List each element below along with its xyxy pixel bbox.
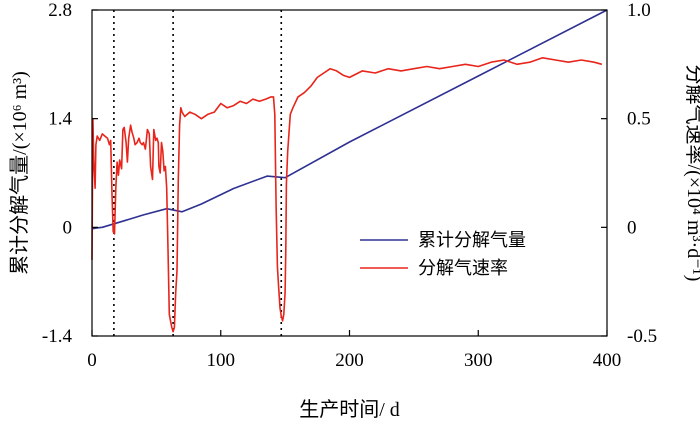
y-right-tick-label: 0.5 — [627, 109, 651, 130]
x-tick-label: 300 — [464, 350, 493, 371]
x-tick-label: 0 — [87, 350, 97, 371]
y-left-tick-label: -1.4 — [42, 326, 73, 347]
y-left-tick-label: 1.4 — [48, 109, 72, 130]
axis-titles: 生产时间/ d 累计分解气量/(×10⁶ m³) 分解气速率/(×10⁴ m³·d⁻… — [8, 65, 700, 421]
gas-rate-line — [91, 56, 603, 333]
y-right-tick-label: 0 — [627, 217, 637, 238]
x-tick-label: 100 — [207, 350, 236, 371]
x-tick-label: 200 — [335, 350, 364, 371]
y-right-axis-title: 分解气速率/(×10⁴ m³·d⁻¹) — [683, 65, 700, 282]
legend-label-1: 累计分解气量 — [418, 230, 526, 250]
legend-label-2: 分解气速率 — [418, 258, 508, 278]
series-layer — [91, 9, 608, 333]
cumulative-gas-line — [91, 9, 608, 230]
x-axis-title: 生产时间/ d — [299, 398, 400, 421]
y-left-axis-title: 累计分解气量/(×10⁶ m³) — [8, 71, 31, 275]
y-right-tick-label: 1.0 — [627, 0, 651, 21]
y-right-tick-label: -0.5 — [627, 326, 657, 347]
vertical-dotted-lines — [113, 10, 283, 336]
x-tick-label: 400 — [593, 350, 622, 371]
axes-layer: 0 100 200 300 400 -1.4 0 1.4 2.8 -0.5 0 0.5 1.0 — [42, 0, 657, 371]
y-left-tick-label: 0 — [63, 217, 73, 238]
y-left-tick-label: 2.8 — [48, 0, 72, 21]
